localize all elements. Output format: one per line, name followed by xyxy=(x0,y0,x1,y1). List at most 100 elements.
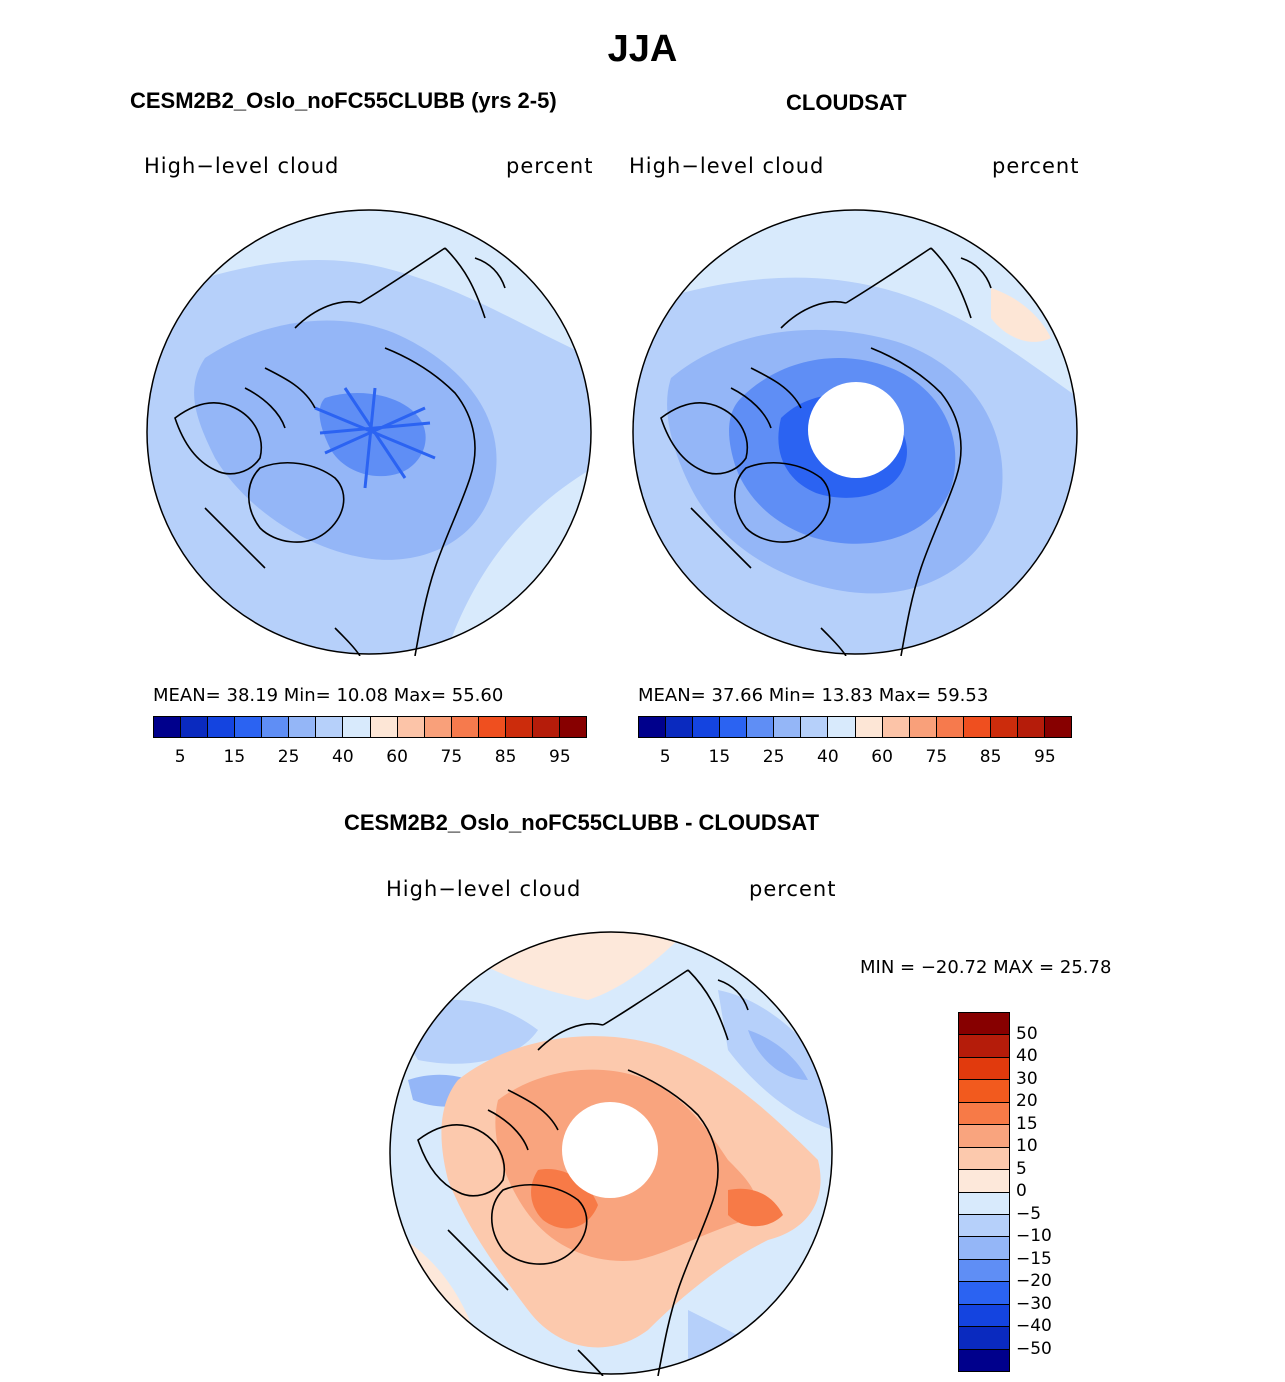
right-missing-data-hole xyxy=(808,382,904,478)
colorbar-swatch xyxy=(559,717,586,737)
colorbar-tick-label: 40 xyxy=(817,747,839,767)
colorbar-swatch xyxy=(1017,717,1045,737)
colorbar-swatch xyxy=(959,1259,1009,1283)
colorbar-tick-label: 15 xyxy=(708,747,731,767)
colorbar-tick-label: −50 xyxy=(1016,1338,1052,1359)
colorbar-swatch xyxy=(959,1147,1009,1171)
left-map-streaks xyxy=(314,387,436,489)
left-map-region-3 xyxy=(319,393,426,477)
diff-panel-title: CESM2B2_Oslo_noFC55CLUBB - CLOUDSAT xyxy=(344,810,820,835)
colorbar-tick-label: 25 xyxy=(277,747,300,767)
diff-map-cold-1 xyxy=(390,990,832,1374)
colorbar-swatch xyxy=(235,717,263,737)
colorbar-swatch xyxy=(959,1035,1009,1058)
colorbar-swatch xyxy=(963,717,991,737)
colorbar-swatch xyxy=(959,1125,1009,1148)
colorbar-tick-label: 20 xyxy=(1016,1091,1038,1111)
colorbar-tick-label: 85 xyxy=(494,747,517,767)
colorbar-tick-label: 15 xyxy=(1016,1113,1038,1134)
colorbar-tick-label: −5 xyxy=(1016,1203,1042,1224)
right-coastlines xyxy=(660,247,992,656)
colorbar-swatch xyxy=(909,717,937,737)
left-coastlines xyxy=(174,247,506,656)
colorbar-swatch xyxy=(720,717,748,737)
colorbar-tick-label: 95 xyxy=(1034,747,1056,767)
right-map-warm-patch xyxy=(991,288,1051,342)
colorbar-tick-label: −30 xyxy=(1016,1293,1052,1314)
colorbar-tick-label: 10 xyxy=(1016,1136,1038,1156)
left-units-label: percent xyxy=(506,154,594,178)
colorbar-swatch xyxy=(424,717,452,737)
colorbar-tick-label: 5 xyxy=(174,747,186,767)
colorbar-swatch xyxy=(370,717,398,737)
colorbar-swatch xyxy=(959,1170,1009,1193)
colorbar-swatch xyxy=(959,1080,1009,1103)
right-stats: MEAN= 37.66 Min= 13.83 Max= 59.53 xyxy=(638,685,989,706)
colorbar-swatch xyxy=(959,1013,1009,1036)
colorbar-swatch xyxy=(959,1282,1009,1305)
colorbar-swatch xyxy=(747,717,775,737)
colorbar-swatch xyxy=(774,717,802,737)
right-units-label: percent xyxy=(992,154,1080,178)
right-variable-label: High−level cloud xyxy=(629,154,825,178)
colorbar-swatch xyxy=(959,1237,1009,1260)
colorbar-swatch xyxy=(451,717,479,737)
colorbar-tick-label: 50 xyxy=(1016,1023,1038,1044)
colorbar-tick-label: 30 xyxy=(1016,1068,1038,1089)
colorbar-tick-label: 95 xyxy=(549,747,571,767)
colorbar-swatch xyxy=(397,717,425,737)
colorbar-swatch xyxy=(990,717,1018,737)
colorbar-tick-label: 40 xyxy=(1016,1046,1038,1066)
colorbar-swatch xyxy=(208,717,236,737)
colorbar-swatch xyxy=(828,717,856,737)
colorbar-tick-label: 40 xyxy=(332,747,354,767)
right-polar-map xyxy=(632,209,1078,656)
left-panel-title: CESM2B2_Oslo_noFC55CLUBB (yrs 2-5) xyxy=(130,88,557,113)
colorbar-swatch xyxy=(666,717,694,737)
colorbar-tick-label: 5 xyxy=(1016,1158,1027,1179)
colorbar-tick-label: 5 xyxy=(659,747,671,767)
diff-colorbar xyxy=(958,1012,1010,1372)
left-stats: MEAN= 38.19 Min= 10.08 Max= 55.60 xyxy=(153,685,504,706)
right-colorbar-ticks: 5 15 25 40 60 75 85 95 xyxy=(638,747,1072,771)
right-colorbar xyxy=(638,716,1072,738)
diff-colorbar-ticks: 50 40 30 20 15 10 5 0 −5 −10 −15 −20 −30 −40 −50 xyxy=(1016,1012,1096,1372)
colorbar-tick-label: 15 xyxy=(223,747,246,767)
left-colorbar-ticks: 5 15 25 40 60 75 85 95 xyxy=(153,747,587,771)
left-polar-map xyxy=(146,209,592,656)
colorbar-swatch xyxy=(882,717,910,737)
colorbar-tick-label: −15 xyxy=(1016,1248,1052,1269)
colorbar-swatch xyxy=(959,1102,1009,1126)
colorbar-tick-label: 0 xyxy=(1016,1181,1027,1201)
colorbar-swatch xyxy=(532,717,560,737)
colorbar-swatch xyxy=(959,1192,1009,1215)
colorbar-swatch xyxy=(1044,717,1071,737)
diff-polar-map xyxy=(389,931,833,1376)
colorbar-tick-label: 25 xyxy=(762,747,785,767)
colorbar-tick-label: −10 xyxy=(1016,1226,1052,1246)
colorbar-swatch xyxy=(801,717,829,737)
left-variable-label: High−level cloud xyxy=(144,154,340,178)
colorbar-swatch xyxy=(936,717,964,737)
colorbar-tick-label: 60 xyxy=(871,747,893,767)
colorbar-swatch xyxy=(262,717,290,737)
colorbar-swatch xyxy=(343,717,371,737)
colorbar-tick-label: −20 xyxy=(1016,1271,1052,1291)
colorbar-tick-label: −40 xyxy=(1016,1316,1052,1336)
left-colorbar xyxy=(153,716,587,738)
diff-coastlines xyxy=(417,969,749,1376)
diff-missing-data-hole xyxy=(562,1102,658,1198)
colorbar-swatch xyxy=(289,717,317,737)
colorbar-swatch xyxy=(154,717,182,737)
colorbar-swatch xyxy=(959,1214,1009,1238)
colorbar-swatch xyxy=(855,717,883,737)
diff-units-label: percent xyxy=(749,877,837,901)
colorbar-tick-label: 75 xyxy=(440,747,463,767)
diff-stats: MIN = −20.72 MAX = 25.78 xyxy=(860,957,1112,978)
colorbar-swatch xyxy=(959,1304,1009,1328)
colorbar-swatch xyxy=(959,1349,1009,1371)
colorbar-swatch xyxy=(478,717,506,737)
colorbar-swatch xyxy=(959,1327,1009,1350)
diff-variable-label: High−level cloud xyxy=(386,877,582,901)
colorbar-swatch xyxy=(316,717,344,737)
